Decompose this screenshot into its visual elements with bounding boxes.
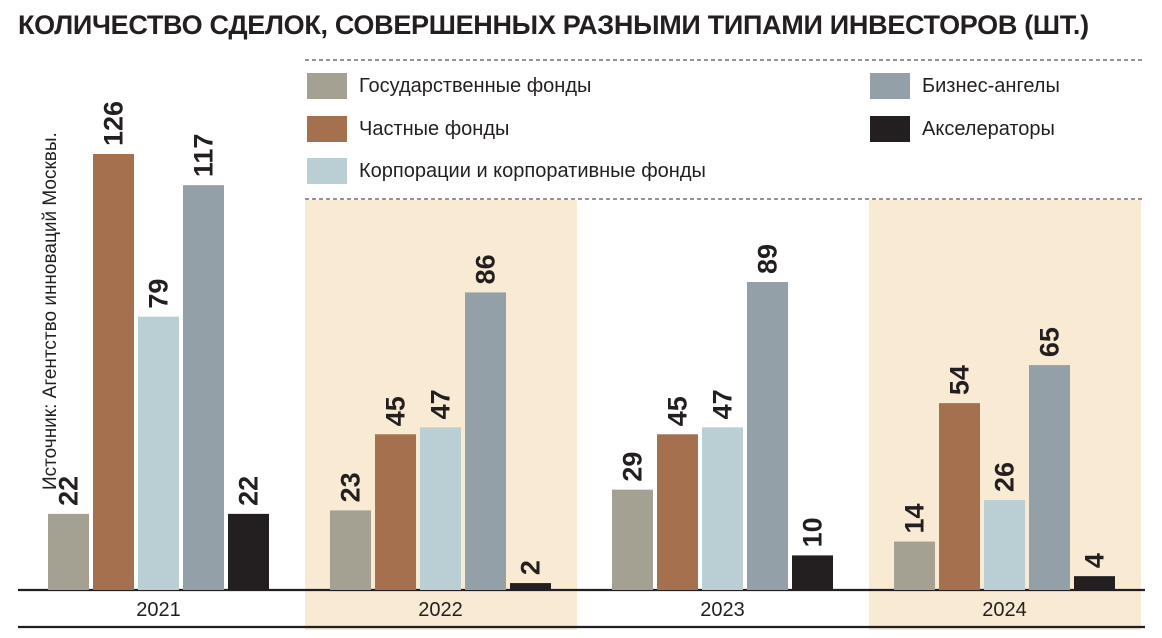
legend-swatch [870, 73, 910, 99]
bar-2021-0 [48, 513, 89, 590]
bar-2023-3 [747, 282, 788, 590]
value-label-2023-2: 47 [708, 389, 738, 419]
bar-2022-3 [465, 292, 506, 590]
legend-label: Государственные фонды [359, 74, 592, 97]
value-label-2024-3: 65 [1035, 327, 1065, 357]
legend-swatch [307, 158, 347, 184]
value-label-2021-2: 79 [144, 279, 174, 309]
legend-swatch [870, 116, 910, 142]
bar-2023-1 [657, 434, 698, 590]
value-label-2023-4: 10 [798, 517, 828, 547]
bar-2023-0 [612, 489, 653, 590]
bar-2024-2 [984, 500, 1025, 590]
legend-item-1: Частные фонды [307, 116, 509, 142]
legend-item-4: Акселераторы [870, 116, 1055, 142]
legend-label: Частные фонды [359, 117, 510, 140]
value-label-2023-0: 29 [618, 452, 648, 482]
value-label-2021-3: 117 [189, 134, 219, 178]
legend-item-3: Бизнес-ангелы [870, 73, 1060, 99]
legend-swatch [307, 116, 347, 142]
bar-2021-1 [93, 154, 134, 590]
source-note: Источник: Агентство инноваций Москвы. [40, 132, 61, 490]
value-label-2022-1: 45 [381, 396, 411, 426]
legend-label: Акселераторы [922, 117, 1055, 140]
value-label-2022-3: 86 [471, 254, 501, 284]
bar-2024-1 [939, 403, 980, 590]
value-label-2021-0: 22 [54, 476, 84, 506]
value-label-2021-1: 126 [99, 101, 129, 146]
year-bands [305, 200, 1141, 630]
chart-title: КОЛИЧЕСТВО СДЕЛОК, СОВЕРШЕННЫХ РАЗНЫМИ Т… [18, 10, 1089, 40]
category-label-2021: 2021 [136, 599, 181, 621]
value-label-2024-2: 26 [990, 462, 1020, 492]
bars [48, 154, 1115, 590]
bar-2022-0 [330, 510, 371, 590]
value-label-2024-1: 54 [945, 365, 975, 395]
bar-2024-3 [1029, 365, 1070, 590]
value-label-2023-3: 89 [753, 244, 783, 274]
category-labels: 2021 2022 2023 2024 [136, 599, 1027, 621]
category-label-2024: 2024 [982, 599, 1027, 621]
legend-swatch [307, 73, 347, 99]
category-label-2023: 2023 [700, 599, 745, 621]
value-label-2022-0: 23 [336, 472, 366, 502]
value-label-2023-1: 45 [663, 396, 693, 426]
bar-2022-4 [510, 583, 551, 590]
value-label-2022-2: 47 [426, 389, 456, 419]
bar-2021-2 [138, 316, 179, 590]
bar-2022-1 [375, 434, 416, 590]
value-label-2022-4: 2 [516, 560, 546, 575]
legend-item-2: Корпорации и корпоративные фонды [307, 158, 706, 184]
bar-2021-3 [183, 185, 224, 590]
legend-label: Корпорации и корпоративные фонды [359, 159, 706, 182]
value-label-2024-4: 4 [1080, 553, 1110, 568]
bar-2024-0 [894, 541, 935, 590]
bar-2021-4 [228, 513, 269, 590]
legend-label: Бизнес-ангелы [922, 74, 1060, 97]
bar-2022-2 [420, 427, 461, 590]
bar-2023-4 [792, 555, 833, 590]
value-label-2024-0: 14 [900, 504, 930, 534]
value-label-2021-4: 22 [234, 476, 264, 506]
bar-2024-4 [1074, 576, 1115, 590]
bar-2023-2 [702, 427, 743, 590]
category-label-2022: 2022 [418, 599, 463, 621]
legend-item-0: Государственные фонды [307, 73, 591, 99]
